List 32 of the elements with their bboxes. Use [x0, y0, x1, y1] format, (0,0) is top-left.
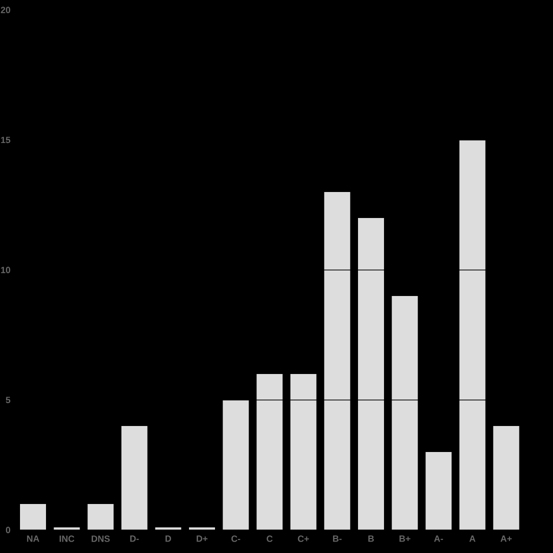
y-tick-label: 15 [1, 136, 10, 144]
y-tick-label: 5 [6, 396, 10, 404]
x-tick-label: D- [130, 536, 139, 542]
bar [459, 140, 486, 530]
bar [222, 400, 249, 530]
bar [256, 374, 283, 530]
bar [324, 192, 350, 530]
x-tick-label: C+ [298, 536, 309, 542]
x-tick-label: INC [60, 536, 74, 542]
x-tick-label: DNS [92, 536, 110, 542]
x-tick-label: B- [333, 536, 342, 542]
y-tick-label: 0 [6, 526, 10, 534]
bar [358, 218, 384, 530]
x-tick-label: C [266, 536, 273, 542]
y-tick-label: 10 [1, 266, 10, 274]
bar [290, 374, 316, 530]
y-tick-label: 20 [0, 6, 10, 14]
x-tick-label: A [469, 536, 476, 542]
bar [20, 504, 46, 530]
x-tick-label: B [368, 536, 374, 542]
x-tick-label: C- [231, 536, 240, 542]
x-tick-label: A- [434, 536, 443, 542]
x-tick-label: D [166, 536, 172, 542]
bar [493, 426, 520, 530]
x-tick-label: B+ [400, 536, 410, 542]
bar [426, 452, 452, 530]
x-tick-label: D+ [196, 536, 208, 542]
bar [121, 426, 148, 530]
bar [88, 504, 114, 530]
x-tick-label: NA [27, 536, 40, 542]
x-tick-label: A+ [500, 536, 512, 542]
bar [392, 296, 418, 530]
